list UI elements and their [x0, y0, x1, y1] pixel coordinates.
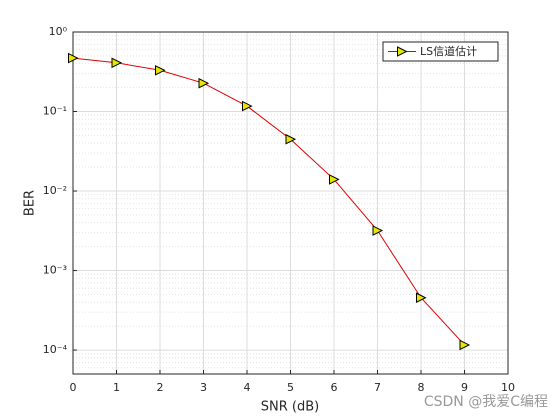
legend-box	[382, 41, 499, 62]
y-tick-label: 10⁻⁴	[43, 343, 68, 356]
marker	[416, 292, 427, 304]
x-tick-label: 4	[244, 381, 251, 394]
x-tick-label: 9	[461, 381, 468, 394]
x-tick-label: 8	[418, 381, 425, 394]
x-tick-label: 7	[374, 381, 381, 394]
marker	[198, 77, 210, 89]
x-tick-label: 1	[113, 381, 120, 394]
x-tick-label: 5	[287, 381, 294, 394]
marker	[111, 57, 123, 69]
x-axis-label: SNR (dB)	[261, 400, 319, 415]
y-tick-label: 10⁻¹	[43, 105, 67, 118]
x-tick-label: 3	[200, 381, 207, 394]
marker	[329, 174, 340, 185]
marker	[459, 339, 471, 351]
x-tick-label: 2	[157, 381, 164, 394]
y-tick-label: 10⁻³	[43, 264, 67, 277]
legend-marker	[397, 46, 408, 57]
y-tick-label: 10⁻²	[43, 184, 67, 197]
marker	[155, 64, 166, 76]
legend-label: LS信道估计	[420, 44, 477, 58]
marker	[372, 225, 384, 236]
marker	[285, 133, 297, 145]
y-tick-label: 10⁰	[49, 25, 68, 38]
series-line	[72, 57, 465, 346]
marker	[68, 52, 79, 64]
y-axis-label: BER	[23, 190, 38, 216]
axes-box	[72, 31, 509, 375]
x-tick-label: 6	[331, 381, 338, 394]
x-tick-label: 0	[70, 381, 77, 394]
marker	[242, 100, 253, 112]
watermark: CSDN @我爱C编程	[424, 394, 548, 410]
x-tick-label: 10	[501, 381, 515, 394]
